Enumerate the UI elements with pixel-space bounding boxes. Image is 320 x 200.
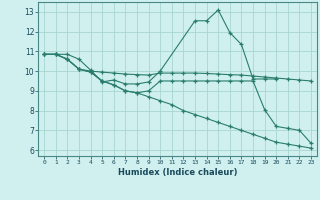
X-axis label: Humidex (Indice chaleur): Humidex (Indice chaleur) (118, 168, 237, 177)
